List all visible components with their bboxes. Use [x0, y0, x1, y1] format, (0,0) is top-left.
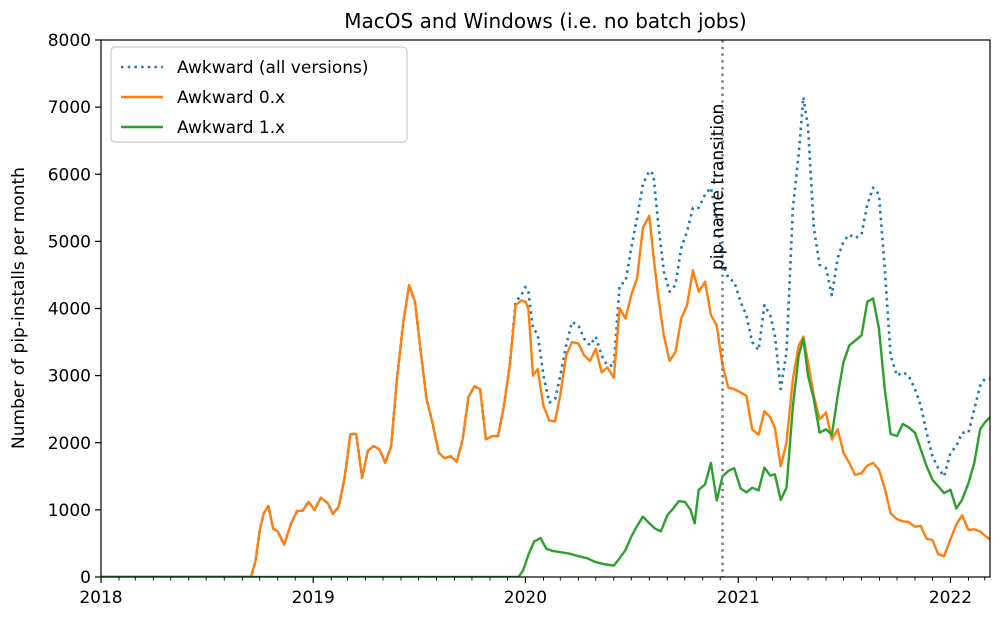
x-tick-label: 2022: [929, 588, 972, 608]
x-tick-label: 2020: [504, 588, 547, 608]
x-tick-label: 2021: [717, 588, 760, 608]
y-tick-label: 5000: [48, 232, 91, 252]
chart-title: MacOS and Windows (i.e. no batch jobs): [344, 9, 746, 33]
legend-label-2: Awkward 0.x: [177, 88, 285, 108]
legend-label-1: Awkward (all versions): [177, 58, 369, 78]
y-tick-label: 0: [80, 568, 91, 588]
y-axis-label: Number of pip-installs per month: [9, 167, 29, 449]
y-tick-label: 8000: [48, 31, 91, 51]
plot-area: pip name transition: [101, 40, 990, 577]
series-line-1: [101, 95, 990, 577]
legend-box: [110, 46, 408, 143]
annotation-label: pip name transition: [708, 104, 728, 270]
y-tick-label: 4000: [48, 300, 91, 320]
axes: 0 1000 2000 3000 4000 5000 6000 7000 8000 2018 201…: [48, 31, 991, 608]
series-line-3: [101, 297, 990, 577]
y-tick-label: 7000: [48, 98, 91, 118]
legend-label-3: Awkward 1.x: [177, 118, 285, 138]
x-tick-label: 2018: [79, 588, 122, 608]
series-line-2: [101, 214, 990, 577]
legend: Awkward (all versions) Awkward 0.x Awkward…: [110, 46, 408, 143]
x-tick-label: 2019: [292, 588, 335, 608]
y-tick-label: 6000: [48, 165, 91, 185]
y-tick-label: 1000: [48, 501, 91, 521]
y-tick-label: 3000: [48, 367, 91, 387]
y-tick-label: 2000: [48, 434, 91, 454]
